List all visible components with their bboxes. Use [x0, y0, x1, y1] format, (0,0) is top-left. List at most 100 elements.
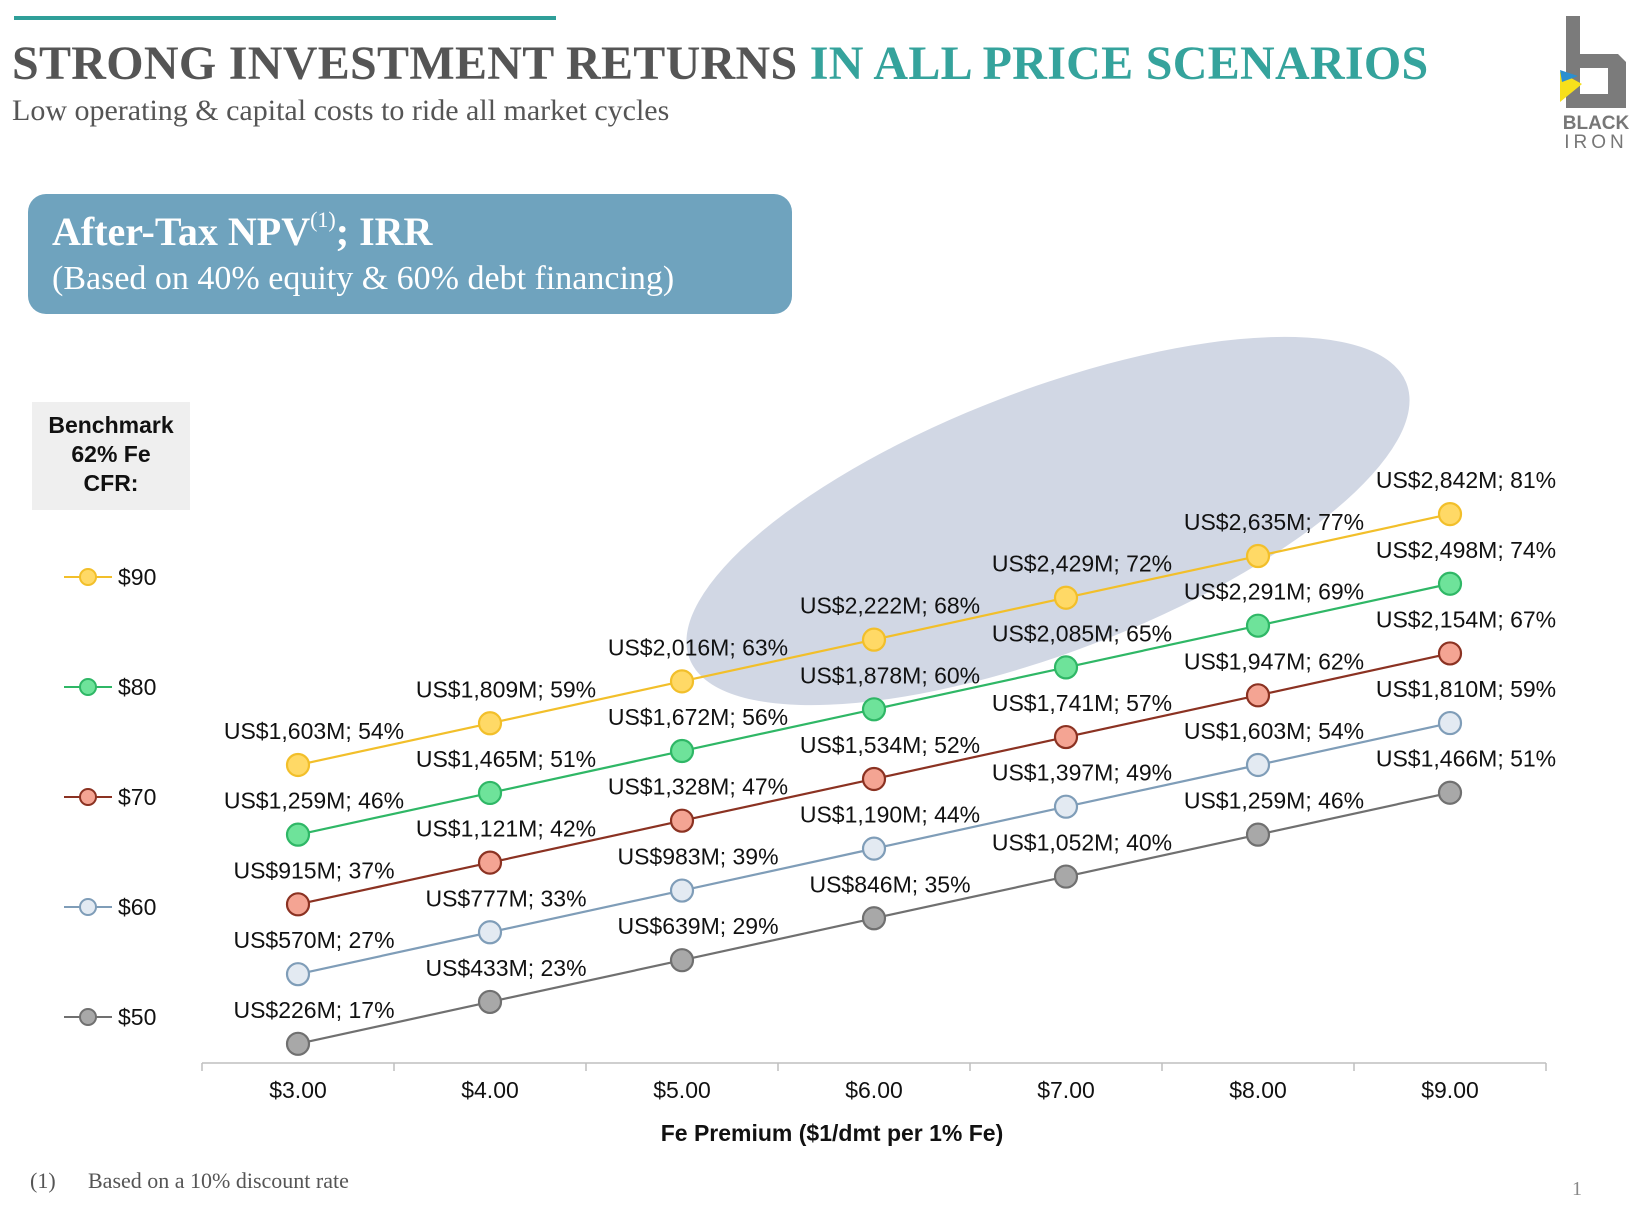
data-label: US$570M; 27%: [233, 927, 394, 953]
data-point: [477, 780, 503, 806]
footnote: (1) Based on a 10% discount rate: [30, 1168, 349, 1194]
data-point: [285, 962, 311, 987]
header-accent-line: [14, 16, 556, 20]
data-label: US$1,397M; 49%: [992, 760, 1172, 786]
black-iron-logo: BLACK IRON: [1560, 16, 1632, 156]
legend-item-60: $60: [62, 892, 192, 922]
data-label: US$1,259M; 46%: [224, 788, 404, 814]
data-point: [861, 766, 887, 792]
data-label: US$1,465M; 51%: [416, 746, 596, 772]
benchmark-legend-title: Benchmark 62% Fe CFR:: [32, 402, 190, 510]
data-label: US$1,121M; 42%: [416, 816, 596, 842]
npv-callout-box: After-Tax NPV(1); IRR (Based on 40% equi…: [28, 194, 792, 314]
data-label: US$1,190M; 44%: [800, 802, 980, 828]
benchmark-line-1: Benchmark: [48, 412, 174, 438]
x-tick-label: $4.00: [461, 1077, 519, 1103]
logo-text-iron: IRON: [1564, 132, 1628, 153]
data-point: [1053, 585, 1079, 610]
legend-marker-60-icon: [64, 898, 112, 916]
data-point: [669, 738, 695, 764]
data-point: [1437, 571, 1463, 596]
data-point: [861, 697, 887, 722]
data-point: [669, 669, 695, 694]
data-point: [1053, 655, 1079, 680]
data-point: [285, 1031, 311, 1056]
data-label: US$2,498M; 74%: [1376, 537, 1556, 563]
data-label: US$226M; 17%: [233, 997, 394, 1023]
data-label: US$1,259M; 46%: [1184, 788, 1364, 814]
x-tick-label: $9.00: [1421, 1077, 1479, 1103]
data-point: [285, 892, 311, 917]
data-label: US$1,809M; 59%: [416, 676, 596, 702]
data-point: [1053, 724, 1079, 750]
x-tick-label: $5.00: [653, 1077, 711, 1103]
data-point: [861, 906, 887, 931]
npv-box-subtitle: (Based on 40% equity & 60% debt financin…: [52, 260, 675, 297]
legend-marker-80-icon: [64, 678, 112, 696]
data-label: US$846M; 35%: [809, 871, 970, 897]
data-label: US$915M; 37%: [233, 857, 394, 883]
data-label: US$2,635M; 77%: [1184, 509, 1364, 535]
data-label: US$1,947M; 62%: [1184, 648, 1364, 674]
legend-marker-90-icon: [64, 568, 112, 586]
data-label: US$2,085M; 65%: [992, 620, 1172, 646]
data-label: US$983M; 39%: [617, 844, 778, 870]
legend-item-80: $80: [62, 672, 192, 702]
title-teal-part: IN ALL PRICE SCENARIOS: [809, 37, 1429, 90]
data-label: US$1,878M; 60%: [800, 662, 980, 688]
data-point: [669, 808, 695, 833]
legend-label-50: $50: [118, 1004, 157, 1030]
data-label: US$2,429M; 72%: [992, 551, 1172, 577]
legend-item-90: $90: [62, 562, 192, 592]
data-label: US$1,603M; 54%: [1184, 718, 1364, 744]
data-label: US$433M; 23%: [425, 955, 586, 981]
data-label: US$2,222M; 68%: [800, 593, 980, 619]
page-subtitle: Low operating & capital costs to ride al…: [12, 94, 670, 127]
data-label: US$639M; 29%: [617, 913, 778, 939]
npv-title-suffix: ; IRR: [335, 209, 433, 254]
data-label: US$1,466M; 51%: [1376, 746, 1556, 772]
npv-box-title: After-Tax NPV(1); IRR: [52, 208, 432, 255]
data-point: [285, 752, 311, 778]
legend-label-80: $80: [118, 674, 157, 700]
x-tick-label: $3.00: [269, 1077, 327, 1103]
benchmark-line-3: CFR:: [83, 470, 139, 496]
legend-label-60: $60: [118, 894, 157, 920]
data-point: [1245, 822, 1271, 847]
data-label: US$1,603M; 54%: [224, 718, 404, 744]
page-title: STRONG INVESTMENT RETURNS IN ALL PRICE S…: [12, 40, 1429, 88]
npv-title-text: After-Tax NPV: [52, 209, 311, 254]
data-point: [861, 627, 887, 652]
data-label: US$2,842M; 81%: [1376, 467, 1556, 493]
x-tick-label: $8.00: [1229, 1077, 1287, 1103]
page-number: 1: [1572, 1178, 1582, 1200]
data-point: [669, 878, 695, 903]
x-tick-label: $6.00: [845, 1077, 903, 1103]
data-point: [1437, 641, 1463, 666]
highlight-ellipse: [686, 336, 1410, 706]
legend-label-70: $70: [118, 784, 157, 810]
logo-mark-icon: [1560, 16, 1626, 108]
data-label: US$1,534M; 52%: [800, 732, 980, 758]
data-label: US$1,052M; 40%: [992, 830, 1172, 856]
title-dark-part: STRONG INVESTMENT RETURNS: [12, 37, 798, 90]
legend-marker-70-icon: [64, 788, 112, 806]
data-label: US$2,016M; 63%: [608, 634, 788, 660]
data-label: US$2,291M; 69%: [1184, 579, 1364, 605]
data-label: US$2,154M; 67%: [1376, 606, 1556, 632]
legend-marker-50-icon: [64, 1008, 112, 1026]
data-point: [669, 948, 695, 973]
data-point: [1245, 683, 1271, 708]
data-point: [477, 711, 503, 736]
data-point: [1437, 780, 1463, 805]
data-point: [1245, 752, 1271, 778]
npv-footnote-ref: (1): [310, 207, 336, 232]
data-point: [285, 822, 311, 847]
data-point: [1245, 543, 1271, 569]
data-point: [1053, 864, 1079, 889]
data-point: [1437, 501, 1463, 527]
data-label: US$1,672M; 56%: [608, 704, 788, 730]
data-point: [477, 989, 503, 1015]
data-label: US$777M; 33%: [425, 885, 586, 911]
